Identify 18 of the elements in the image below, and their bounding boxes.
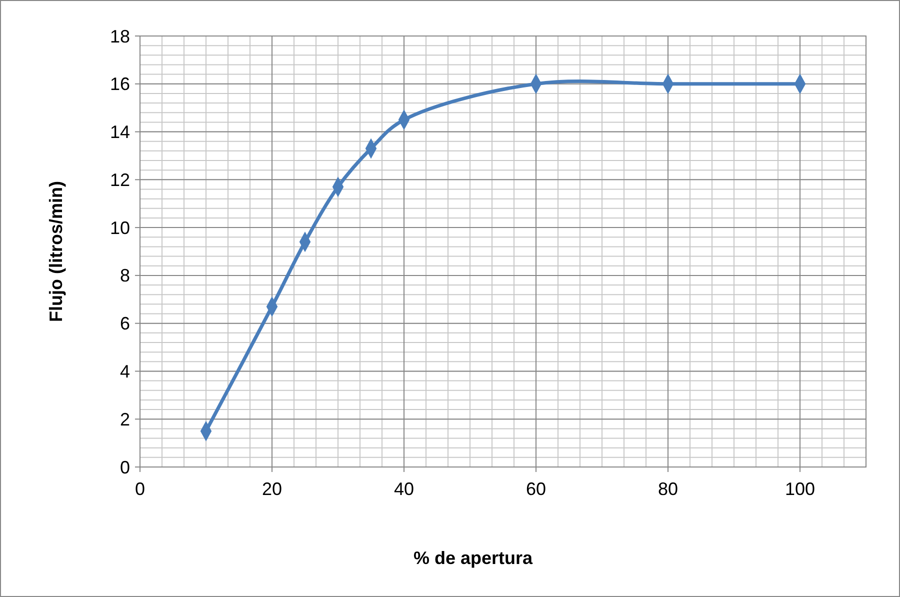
y-tick-label: 0 [120, 457, 130, 478]
x-tick-label: 0 [134, 479, 146, 499]
y-tick-label: 10 [110, 218, 130, 238]
y-tick-label: 6 [120, 314, 130, 334]
y-tick-label: 8 [120, 266, 130, 286]
y-tick-label: 12 [110, 170, 130, 190]
x-axis-title: % de apertura [413, 548, 534, 568]
x-tick-label: 20 [262, 479, 282, 499]
y-tick-label: 14 [110, 122, 130, 142]
x-tick-label: 80 [658, 479, 678, 499]
y-tick-label: 16 [110, 74, 130, 94]
y-tick-label: 2 [120, 409, 130, 430]
y-tick-label: 18 [110, 26, 130, 46]
y-tick-label: 4 [120, 362, 130, 382]
x-tick-label: 40 [394, 479, 414, 499]
y-axis-title: Flujo (litros/min) [46, 181, 66, 322]
x-tick-label: 60 [526, 479, 546, 499]
x-tick-label: 100 [784, 479, 816, 499]
